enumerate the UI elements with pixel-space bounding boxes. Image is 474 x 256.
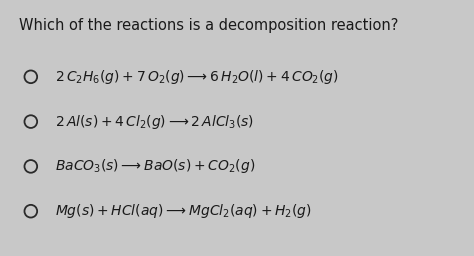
Text: $2\,Al(s) + 4\,Cl_2(g) \longrightarrow 2\,AlCl_3(s)$: $2\,Al(s) + 4\,Cl_2(g) \longrightarrow 2… (55, 113, 254, 131)
Text: $BaCO_3(s) \longrightarrow BaO(s) + CO_2(g)$: $BaCO_3(s) \longrightarrow BaO(s) + CO_2… (55, 157, 255, 175)
Text: Which of the reactions is a decomposition reaction?: Which of the reactions is a decompositio… (19, 18, 398, 33)
Text: $2\,C_2H_6(g) + 7\,O_2(g) \longrightarrow 6\,H_2O(l) + 4\,CO_2(g)$: $2\,C_2H_6(g) + 7\,O_2(g) \longrightarro… (55, 68, 338, 86)
Text: $Mg(s) + HCl(aq) \longrightarrow MgCl_2(aq) + H_2(g)$: $Mg(s) + HCl(aq) \longrightarrow MgCl_2(… (55, 202, 311, 220)
